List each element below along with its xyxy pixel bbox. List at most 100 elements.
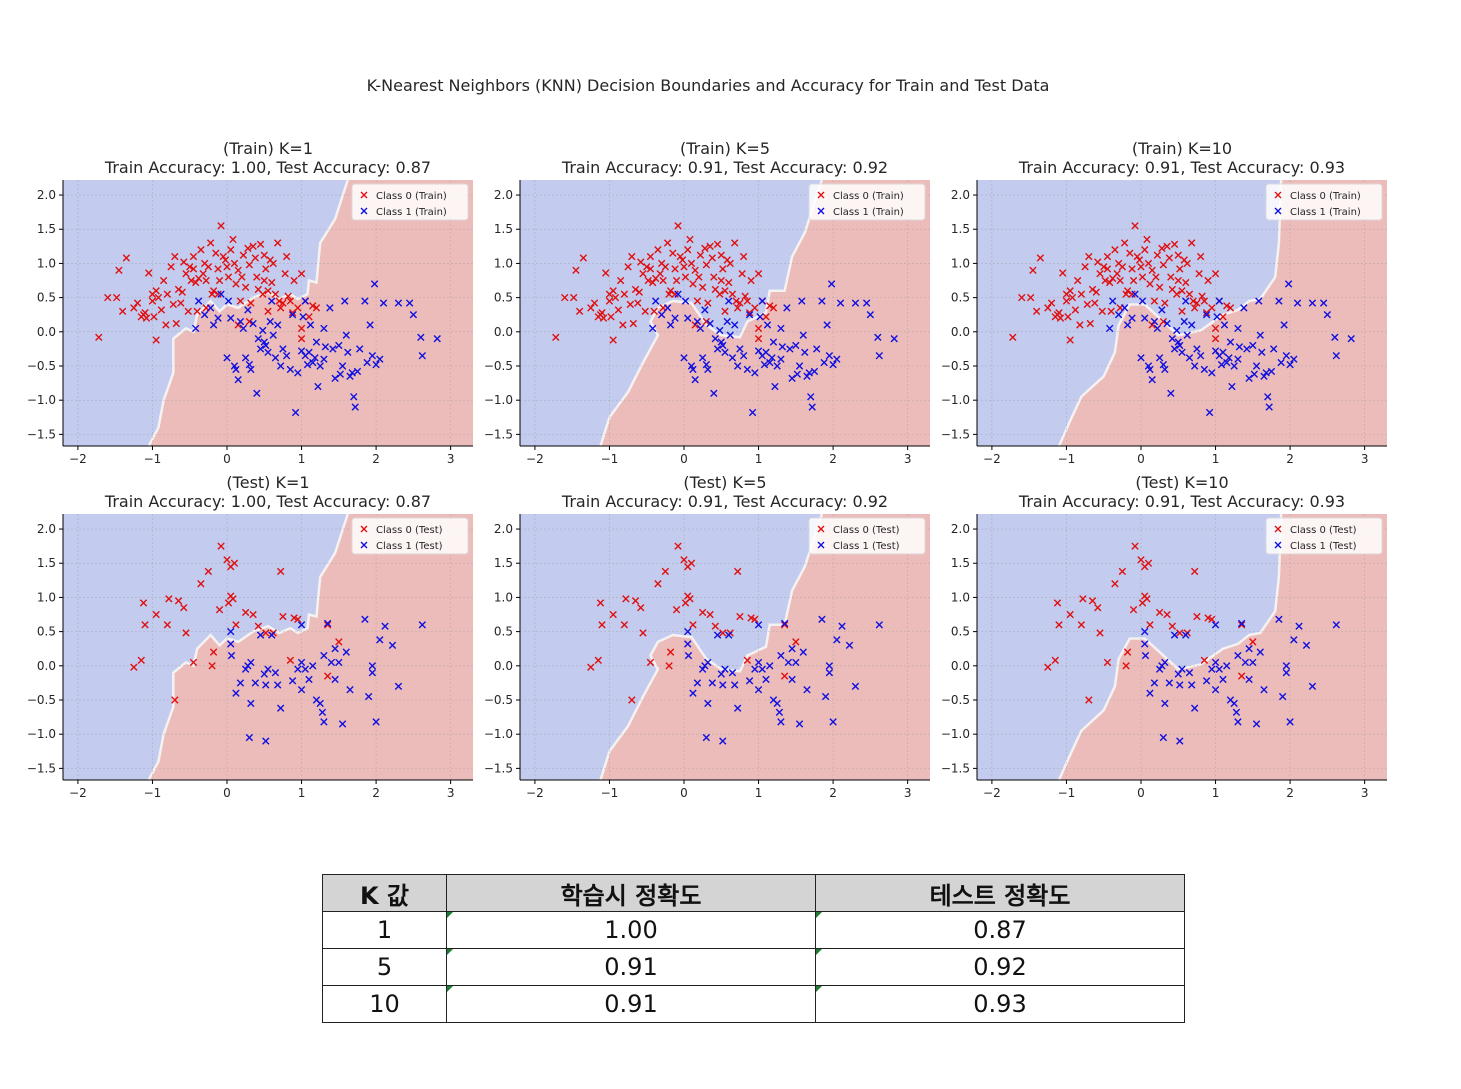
point-class1: [704, 365, 712, 374]
point-class0: [234, 321, 242, 329]
point-class0: [639, 629, 647, 637]
point-class1: [851, 299, 860, 307]
point-class0: [273, 239, 282, 247]
point-class0: [1187, 239, 1196, 247]
point-class0: [1044, 304, 1052, 312]
point-class0: [678, 256, 687, 264]
point-class0: [634, 299, 642, 307]
point-class0: [674, 222, 682, 230]
point-class1: [318, 708, 327, 716]
point-class0: [1094, 603, 1102, 612]
point-class0: [1174, 251, 1182, 259]
point-class1: [1332, 352, 1341, 360]
point-class1: [1137, 354, 1145, 362]
point-class1: [297, 621, 306, 629]
point-class0: [1153, 251, 1162, 259]
point-class1: [264, 665, 272, 673]
point-class0: [142, 314, 151, 322]
point-class0: [1174, 276, 1182, 285]
point-class1: [262, 341, 270, 350]
point-class0: [139, 599, 148, 607]
point-class0: [1143, 235, 1151, 244]
point-class0: [249, 610, 257, 619]
point-class0: [654, 580, 662, 588]
point-class0: [1091, 299, 1099, 307]
point-class1: [1232, 708, 1241, 716]
point-class0: [728, 290, 737, 298]
x-tick-label: 1: [298, 786, 306, 800]
point-class0: [297, 269, 306, 278]
point-class0: [1068, 293, 1077, 302]
point-class1: [1223, 358, 1231, 367]
point-class0: [1051, 656, 1059, 665]
point-class1: [1211, 686, 1220, 694]
point-class1: [696, 324, 705, 333]
point-class0: [269, 259, 277, 268]
point-class0: [1118, 567, 1127, 576]
point-class1: [810, 367, 819, 376]
point-class1: [1240, 304, 1248, 312]
point-class0: [637, 258, 645, 266]
point-class0: [631, 597, 640, 605]
point-class1: [795, 720, 804, 728]
point-class1: [751, 369, 759, 377]
point-class1: [276, 704, 285, 712]
point-class1: [818, 297, 826, 305]
point-class0: [594, 656, 602, 665]
point-class1: [798, 297, 806, 305]
point-class1: [1161, 365, 1169, 374]
point-class0: [1118, 263, 1127, 271]
x-tick-label: −2: [69, 786, 87, 800]
point-class1: [223, 354, 231, 362]
point-class0: [631, 285, 640, 294]
point-class1: [726, 331, 734, 339]
point-class0: [262, 265, 270, 273]
point-class1: [780, 619, 789, 628]
point-class1: [1220, 321, 1229, 329]
point-class1: [833, 355, 841, 363]
point-class1: [1150, 679, 1159, 687]
point-class0: [1152, 273, 1160, 281]
point-class0: [247, 299, 255, 307]
x-tick-label: 3: [904, 786, 912, 800]
point-class0: [191, 278, 200, 287]
point-class1: [241, 665, 250, 673]
point-class1: [259, 326, 267, 335]
x-tick-label: 0: [1137, 786, 1145, 800]
point-class0: [684, 246, 692, 254]
x-tick-label: −2: [69, 452, 87, 466]
point-class1: [704, 699, 712, 708]
point-class1: [1173, 326, 1181, 335]
point-class1: [1170, 345, 1179, 353]
point-class1: [350, 393, 358, 401]
point-class0: [229, 595, 237, 603]
y-tick-label: 1.5: [951, 556, 970, 570]
point-class1: [388, 641, 397, 649]
point-class0: [687, 259, 696, 268]
point-class0: [721, 287, 729, 295]
point-class1: [251, 679, 260, 687]
point-class1: [1213, 313, 1221, 321]
legend-marker: [817, 207, 825, 215]
y-tick-label: 0.5: [951, 291, 970, 305]
point-class0: [1055, 621, 1063, 629]
point-class1: [381, 622, 389, 630]
point-class1: [323, 619, 332, 628]
point-class1: [353, 367, 362, 376]
point-class0: [1053, 599, 1062, 607]
point-class0: [609, 610, 617, 619]
point-class0: [1190, 567, 1199, 576]
y-tick-label: 1.0: [494, 256, 513, 270]
point-class0: [1237, 621, 1246, 629]
point-class1: [1161, 658, 1169, 667]
y-tick-label: 0.5: [494, 625, 513, 639]
point-class1: [745, 311, 754, 319]
point-class1: [1293, 299, 1302, 307]
point-class1: [704, 658, 712, 667]
point-class0: [1092, 288, 1100, 296]
point-class1: [1260, 686, 1268, 694]
point-class0: [626, 300, 635, 309]
y-tick-label: −1.5: [27, 761, 56, 775]
point-class0: [284, 292, 292, 300]
point-class0: [680, 556, 688, 564]
